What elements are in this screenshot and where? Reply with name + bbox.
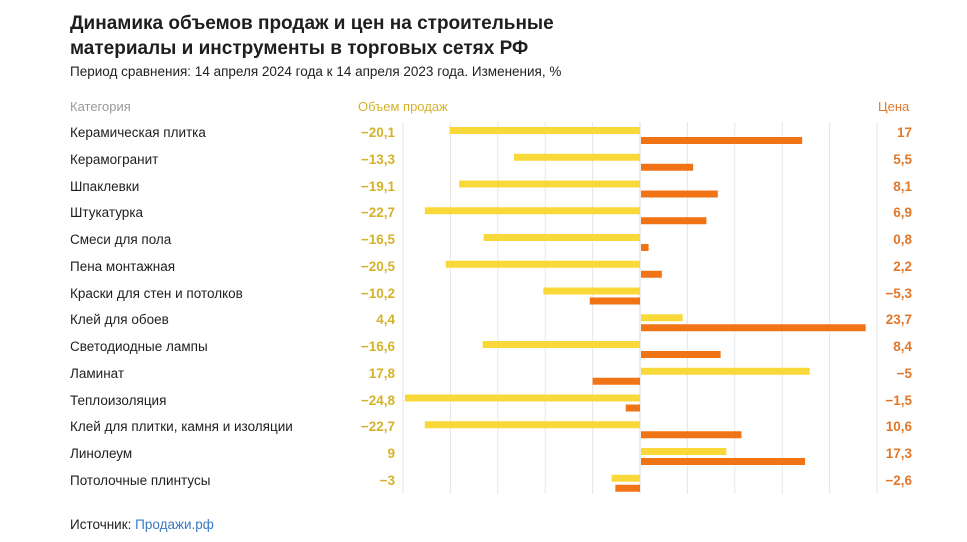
source-link[interactable]: Продажи.рф [135,517,214,532]
price-value-label: 6,9 [893,205,912,221]
chart-subtitle: Период сравнения: 14 апреля 2024 года к … [70,64,562,79]
sales-value-label: 17,8 [368,365,395,381]
sales-bar [641,448,727,455]
sales-value-label: −24,8 [360,392,395,408]
sales-bar [611,474,640,482]
column-header-category: Категория [70,99,131,114]
price-value-label: 8,4 [893,339,912,354]
price-value-label: −1,5 [885,392,912,408]
price-value-label: 2,2 [893,258,912,274]
sales-value-label: −20,1 [360,125,395,140]
sales-value-label: −22,7 [360,205,395,221]
price-value-label: 17,3 [885,446,912,461]
column-header-sales: Объем продаж [358,99,448,114]
chart-title: Динамика объемов продаж и цен на строите… [70,13,554,59]
price-value-label: 17 [896,125,912,140]
sales-bar [543,287,640,295]
price-value-label: 23,7 [885,312,912,328]
sales-bar [449,127,640,134]
sales-bar [482,341,640,348]
sales-bar [641,367,810,375]
price-value-label: −5 [896,365,912,381]
sales-value-label: −16,5 [360,232,395,247]
price-bar [641,458,806,465]
category-label: Пена монтажная [70,258,176,274]
price-bar [641,190,718,198]
category-label: Краски для стен и потолков [70,285,243,301]
sales-bar [424,421,640,429]
price-bar [641,351,721,358]
sales-bar [404,394,640,402]
source-label: Источник: [70,517,132,532]
sales-value-label: −13,3 [360,151,395,167]
category-label: Ламинат [70,365,125,381]
category-label: Шпаклевки [70,178,140,194]
price-bar [641,324,866,332]
category-label: Керамогранит [70,151,159,167]
sales-bar [424,207,640,215]
column-header-price: Цена [878,99,910,114]
price-bar [641,431,742,439]
sales-value-label: −20,5 [360,258,395,274]
sales-value-label: 4,4 [376,312,395,328]
category-label: Штукатурка [70,205,144,221]
price-value-label: −2,6 [885,472,912,488]
sales-bar [458,180,640,188]
category-label: Смеси для пола [70,232,172,247]
source-footer: Источник: Продажи.рф [70,517,214,532]
price-bar [592,377,640,385]
sales-bar [513,153,640,161]
sales-bar [483,234,640,241]
price-value-label: 8,1 [893,178,912,194]
category-label: Керамическая плитка [70,125,206,140]
price-value-label: 10,6 [885,419,912,435]
sales-value-label: 9 [387,446,395,461]
sales-bar [641,314,683,322]
price-bar [641,163,694,171]
price-bar [641,137,803,144]
category-label: Линолеум [70,446,133,461]
sales-value-label: −10,2 [360,285,395,301]
price-bar [641,270,662,278]
sales-value-label: −16,6 [360,339,395,354]
price-bar [625,404,640,412]
category-label: Теплоизоляция [70,392,167,408]
sales-value-label: −19,1 [360,178,395,194]
category-label: Клей для плитки, камня и изоляции [70,419,293,435]
sales-value-label: −22,7 [360,419,395,435]
sales-value-label: −3 [379,472,395,488]
price-bar [589,297,640,305]
price-value-label: 5,5 [893,151,912,167]
price-value-label: −5,3 [885,285,912,301]
price-bar [641,244,649,251]
category-label: Клей для обоев [70,312,169,328]
price-value-label: 0,8 [893,232,912,247]
category-label: Светодиодные лампы [70,339,208,354]
price-bar [641,217,707,225]
category-label: Потолочные плинтусы [70,472,211,488]
sales-bar [445,260,640,268]
price-bar [615,484,640,492]
